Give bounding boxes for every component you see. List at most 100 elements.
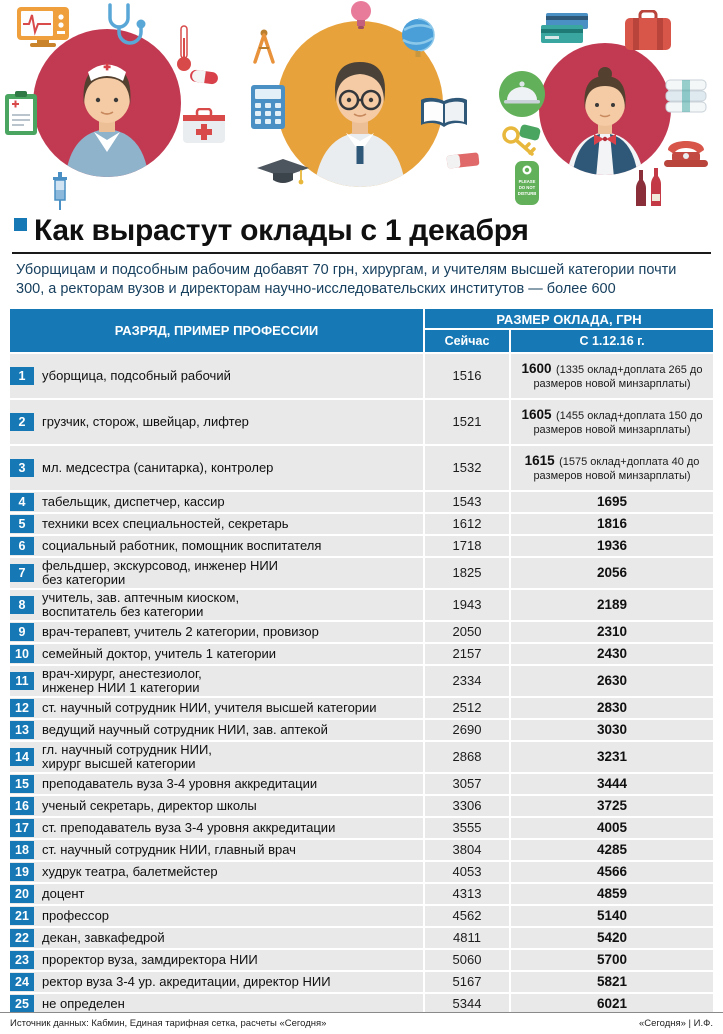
stethoscope-icon (108, 3, 146, 45)
profession-text: грузчик, сторож, швейцар, лифтер (42, 413, 249, 429)
salary-new-value: 2189 (596, 597, 628, 613)
profession-text: социальный работник, помощник воспитател… (42, 537, 322, 553)
table-row: 18 ст. научный сотрудник НИИ, главный вр… (10, 837, 713, 860)
salary-new-note: (1455 оклад+доплата 150 до размеров ново… (533, 409, 703, 436)
salary-new-value: 3444 (596, 776, 628, 792)
salary-now: 5344 (425, 993, 511, 1014)
waitress-portrait (539, 43, 671, 175)
salary-now: 2690 (425, 719, 511, 740)
salary-new: 1816 (511, 514, 713, 534)
medical-clipboard-icon (5, 91, 37, 135)
table-row: 14 гл. научный сотрудник НИИ, хирург выс… (10, 739, 713, 772)
salary-new-note: (1575 оклад+доплата 40 до размеров новой… (533, 455, 700, 482)
row-number-badge: 16 (10, 796, 34, 815)
profession-text: не определен (42, 995, 125, 1011)
open-book-icon (421, 97, 467, 127)
credit-cards-icon (541, 13, 588, 43)
salary-new-value: 2310 (596, 624, 628, 640)
salary-now: 1943 (425, 589, 511, 620)
table-row: 10 семейный доктор, учитель 1 категории … (10, 641, 713, 664)
do-not-disturb-sign-icon: PLEASE DO NOT DISTURB (515, 161, 539, 205)
table-row: 2 грузчик, сторож, швейцар, лифтер 1521 … (10, 397, 713, 444)
row-number-badge: 7 (10, 563, 34, 582)
salary-now: 1543 (425, 491, 511, 512)
salary-now: 4562 (425, 905, 511, 926)
table-row: 24 ректор вуза 3-4 ур. акредитации, дире… (10, 969, 713, 992)
salary-new-value: 2430 (596, 646, 628, 662)
salary-now: 1612 (425, 513, 511, 534)
row-number-badge: 20 (10, 884, 34, 903)
salary-new-value: 3231 (596, 749, 628, 765)
profession-text: мл. медсестра (санитарка), контролер (42, 459, 274, 475)
row-number-badge: 12 (10, 698, 34, 717)
salary-new-value: 6021 (596, 996, 628, 1012)
table-row: 21 профессор 4562 5140 (10, 903, 713, 926)
profession-text: табельщик, диспетчер, кассир (42, 493, 225, 509)
salary-new: 1615 (1575 оклад+доплата 40 до размеров … (511, 446, 713, 490)
row-number-badge: 13 (10, 720, 34, 739)
salary-now: 2157 (425, 643, 511, 664)
title-block: Как вырастут оклады с 1 декабря (12, 212, 711, 254)
ecg-monitor-icon (17, 7, 69, 47)
table-row: 22 декан, завкафедрой 4811 5420 (10, 925, 713, 948)
syringe-icon (53, 172, 67, 210)
cloche-icon (499, 71, 545, 117)
table-row: 3 мл. медсестра (санитарка), контролер 1… (10, 443, 713, 490)
salary-new-value: 5821 (596, 974, 628, 990)
profession-text: худрук театра, балетмейстер (42, 863, 218, 879)
table-header: РАЗРЯД, ПРИМЕР ПРОФЕССИИ РАЗМЕР ОКЛАДА, … (10, 308, 713, 352)
salary-new: 3725 (511, 796, 713, 816)
telephone-icon (664, 141, 708, 167)
dnd-sign-line1: PLEASE (519, 179, 536, 184)
salary-new: 2630 (511, 666, 713, 696)
salary-new-value: 1816 (596, 516, 628, 532)
salary-new: 5420 (511, 928, 713, 948)
table-body: 1 уборщица, подсобный рабочий 1516 1600 … (10, 351, 713, 1014)
hero-illustrations: PLEASE DO NOT DISTURB (0, 0, 723, 212)
salary-new: 1600 (1335 оклад+доплата 265 до размеров… (511, 354, 713, 398)
row-number-badge: 21 (10, 906, 34, 925)
row-number-badge: 5 (10, 514, 34, 533)
table-row: 15 преподаватель вуза 3-4 уровня аккреди… (10, 771, 713, 794)
table-row: 9 врач-терапевт, учитель 2 категории, пр… (10, 619, 713, 642)
row-number-badge: 4 (10, 492, 34, 511)
salary-new: 6021 (511, 994, 713, 1014)
towels-icon (665, 79, 707, 113)
first-aid-kit-icon (183, 108, 225, 143)
table-row: 20 доцент 4313 4859 (10, 881, 713, 904)
salary-now: 1521 (425, 399, 511, 444)
salary-new-value: 3030 (596, 722, 628, 738)
profession-text: преподаватель вуза 3-4 уровня аккредитац… (42, 775, 318, 791)
col-header-profession: РАЗРЯД, ПРИМЕР ПРОФЕССИИ (10, 308, 425, 352)
credit-note: «Сегодня» | И.Ф. (638, 1018, 713, 1029)
row-number-badge: 6 (10, 536, 34, 555)
salary-new: 2310 (511, 622, 713, 642)
row-number-badge: 23 (10, 950, 34, 969)
salary-new-value: 5420 (596, 930, 628, 946)
salary-new-value: 1615 (524, 452, 555, 468)
row-number-badge: 24 (10, 972, 34, 991)
profession-text: ученый секретарь, директор школы (42, 797, 257, 813)
table-row: 11 врач-хирург, анестезиолог, инженер НИ… (10, 663, 713, 696)
salary-new: 3231 (511, 742, 713, 772)
profession-text: декан, завкафедрой (42, 929, 165, 945)
profession-text: ст. научный сотрудник НИИ, учителя высше… (42, 699, 377, 715)
teacher-portrait (277, 21, 443, 187)
row-number-badge: 15 (10, 774, 34, 793)
profession-text: учитель, зав. аптечным киоском, воспитат… (42, 589, 240, 619)
profession-text: доцент (42, 885, 85, 901)
table-row: 17 ст. преподаватель вуза 3-4 уровня акк… (10, 815, 713, 838)
wine-bottles-icon (636, 168, 661, 206)
salary-new: 4005 (511, 818, 713, 838)
profession-text: врач-терапевт, учитель 2 категории, пров… (42, 623, 319, 639)
row-number-badge: 22 (10, 928, 34, 947)
salary-new: 3444 (511, 774, 713, 794)
salary-new-value: 4285 (596, 842, 628, 858)
pill-capsule-icon (190, 69, 218, 85)
salary-new: 4859 (511, 884, 713, 904)
salary-now: 1718 (425, 535, 511, 556)
salary-now: 5060 (425, 949, 511, 970)
salary-now: 4313 (425, 883, 511, 904)
row-number-badge: 9 (10, 622, 34, 641)
salary-new-value: 2830 (596, 700, 628, 716)
